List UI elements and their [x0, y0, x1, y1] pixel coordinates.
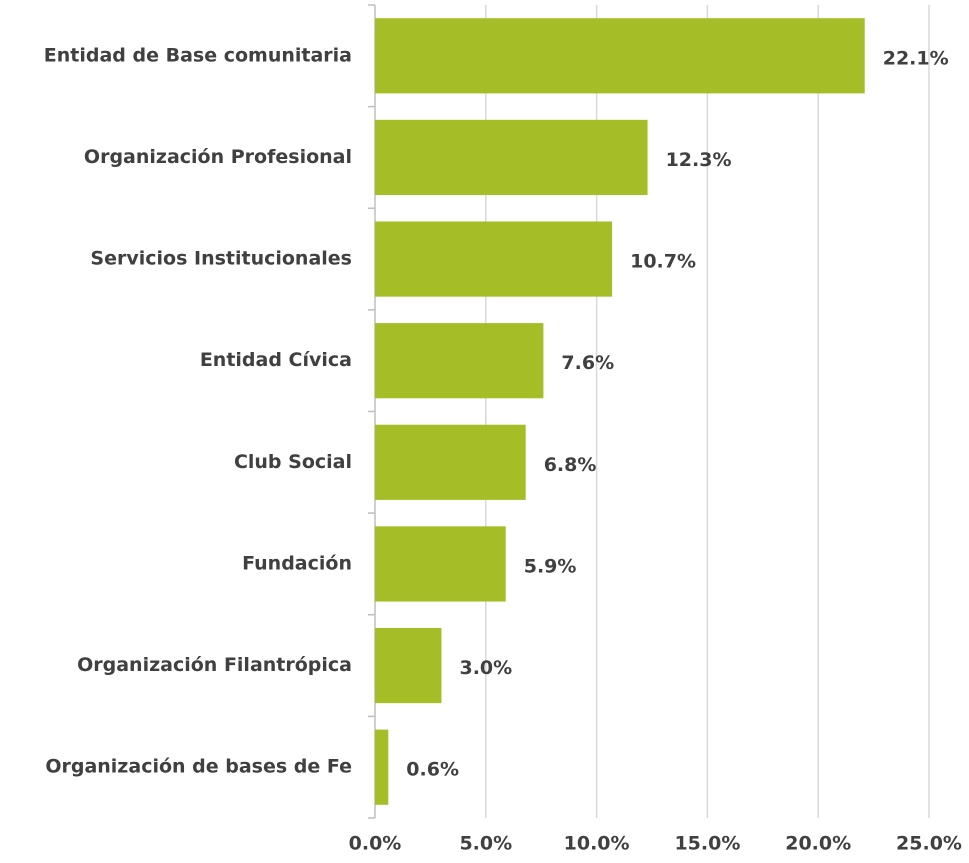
x-tick-label: 0.0%	[349, 833, 402, 855]
data-label: 22.1%	[883, 47, 949, 69]
y-tick-label: Club Social	[234, 451, 352, 473]
y-tick-label: Organización Filantrópica	[77, 654, 352, 676]
y-tick-label: Organización Profesional	[84, 146, 352, 168]
data-label: 5.9%	[524, 555, 577, 577]
y-tick-label: Fundación	[242, 552, 352, 574]
x-tick-label: 20.0%	[785, 833, 851, 855]
bar	[375, 323, 544, 399]
x-tick-label: 10.0%	[564, 833, 630, 855]
x-tick-label: 15.0%	[674, 833, 740, 855]
data-label: 12.3%	[666, 149, 732, 171]
bar	[375, 729, 389, 805]
x-tick-label: 25.0%	[896, 833, 962, 855]
bar	[375, 18, 865, 94]
y-tick-label: Servicios Institucionales	[90, 248, 352, 270]
bar	[375, 424, 526, 500]
y-tick-label: Entidad de Base comunitaria	[44, 44, 352, 66]
bar	[375, 221, 613, 297]
data-label: 0.6%	[406, 759, 459, 781]
y-tick-label: Organización de bases de Fe	[45, 756, 352, 778]
bar	[375, 119, 648, 196]
bar	[375, 526, 506, 602]
y-tick-label: Entidad Cívica	[200, 349, 352, 371]
data-label: 6.8%	[544, 454, 597, 476]
data-label: 10.7%	[630, 251, 696, 273]
data-label: 3.0%	[459, 657, 512, 679]
data-label: 7.6%	[561, 352, 614, 374]
bar	[375, 627, 442, 704]
x-tick-label: 5.0%	[459, 833, 512, 855]
